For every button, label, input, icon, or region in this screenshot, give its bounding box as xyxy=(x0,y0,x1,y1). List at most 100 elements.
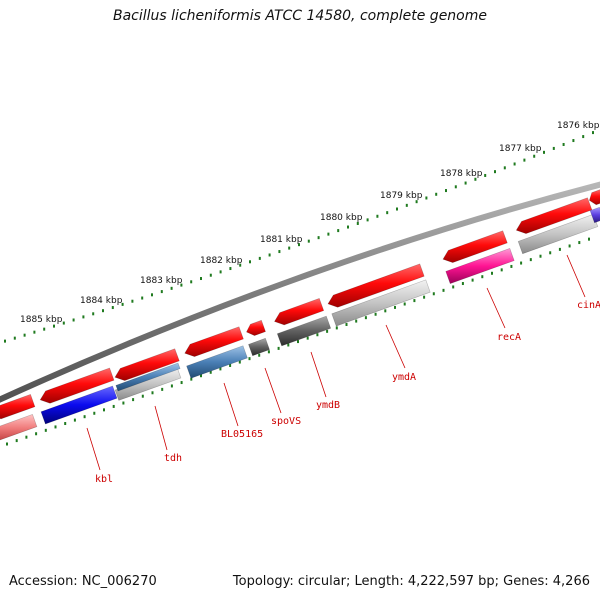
kbp-labels: 1876 kbp 1877 kbp 1878 kbp 1879 kbp 1880… xyxy=(20,121,600,325)
inner-tick-dot xyxy=(500,268,503,272)
tick-dot xyxy=(209,273,212,277)
gene-arrow-top-3 xyxy=(114,348,180,381)
inner-tick-dot xyxy=(190,377,193,381)
inner-tick-dot xyxy=(364,316,367,320)
tick-dot xyxy=(151,293,153,297)
inner-tick-dot xyxy=(558,247,561,251)
inner-tick-dot xyxy=(471,278,474,282)
kbp-label-1883: 1883 kbp xyxy=(140,276,183,286)
inner-tick-dot xyxy=(394,305,396,309)
inner-tick-dot xyxy=(200,374,202,378)
tick-dot xyxy=(405,203,408,207)
inner-tick-dot xyxy=(161,387,164,391)
tick-dot xyxy=(82,315,85,319)
inner-tick-dot xyxy=(141,394,144,398)
tick-dot xyxy=(102,309,104,313)
tick-dot xyxy=(425,196,428,200)
inner-tick-dot xyxy=(122,401,125,405)
tick-dot xyxy=(484,173,487,177)
inner-tick-dot xyxy=(112,404,115,408)
inner-tick-dot xyxy=(25,435,28,439)
tick-dot xyxy=(435,192,438,196)
tick-dot xyxy=(92,312,95,316)
gene-label-ymda: ymdA xyxy=(392,372,416,383)
inner-tick-dot xyxy=(151,391,154,395)
tick-dot xyxy=(523,158,526,162)
inner-tick-dot xyxy=(297,340,299,344)
tick-dot xyxy=(43,327,46,331)
gene-block-spovs xyxy=(248,337,270,357)
tick-dot xyxy=(356,221,359,225)
tick-dot xyxy=(111,306,114,310)
inner-tick-dot xyxy=(132,398,135,402)
gene-label-bl05165: BL05165 xyxy=(221,429,263,440)
tick-dot xyxy=(366,218,369,222)
inner-tick-dot xyxy=(15,439,18,443)
tick-dot xyxy=(268,253,271,257)
map-title: Bacillus licheniformis ATCC 14580, compl… xyxy=(113,8,487,24)
tick-dot xyxy=(347,225,349,229)
leader-line-1 xyxy=(154,405,168,451)
inner-tick-dot xyxy=(403,302,406,306)
topology-text: Topology: circular; Length: 4,222,597 bp… xyxy=(232,574,590,589)
tick-dot xyxy=(278,250,281,254)
inner-tick-dot xyxy=(238,360,241,364)
tick-dot xyxy=(249,260,251,264)
gene-block-reca xyxy=(445,248,515,284)
tick-dot xyxy=(327,232,330,236)
gene-arrow-top-4 xyxy=(184,326,244,357)
accession-text: Accession: NC_006270 xyxy=(9,574,157,589)
tick-dot xyxy=(415,200,418,204)
kbp-label-1882: 1882 kbp xyxy=(200,256,243,266)
tick-dot xyxy=(592,131,594,135)
tick-dot xyxy=(337,229,340,233)
inner-tick-dot xyxy=(345,322,348,326)
inner-tick-dot xyxy=(481,275,484,279)
tick-dot xyxy=(562,142,565,146)
tick-dot xyxy=(23,333,26,337)
leader-line-2 xyxy=(223,382,239,427)
inner-tick-dot xyxy=(510,264,513,268)
tick-dot xyxy=(180,283,183,287)
inner-tick-dot xyxy=(355,319,358,323)
inner-tick-dot xyxy=(316,333,319,337)
gene-label-leaders xyxy=(86,254,586,471)
tick-dot xyxy=(288,246,291,250)
gene-labels: kbl tdh BL05165 spoVS ymdB ymdA recA cin… xyxy=(95,300,600,485)
tick-dot xyxy=(200,277,202,281)
backbone-band xyxy=(0,181,600,403)
genome-backbone xyxy=(0,181,600,403)
tick-dot xyxy=(386,211,389,215)
tick-dot xyxy=(317,236,320,240)
tick-dot xyxy=(219,270,222,274)
inner-tick-dot xyxy=(413,299,416,303)
tick-dot xyxy=(258,256,261,260)
gene-arrow-top-9 xyxy=(515,197,593,234)
gene-block-tdh-top xyxy=(115,362,181,392)
inner-tick-dot xyxy=(578,241,581,245)
inner-tick-dot xyxy=(44,428,47,432)
gene-block-kbl-partner xyxy=(0,414,38,441)
tick-dot xyxy=(33,330,36,334)
gene-label-tdh: tdh xyxy=(164,453,182,464)
tick-dot xyxy=(229,267,232,271)
tick-dot xyxy=(190,280,193,284)
kbp-label-1878: 1878 kbp xyxy=(440,169,483,179)
inner-tick-dot xyxy=(287,343,290,347)
leader-line-6 xyxy=(486,287,506,329)
gene-arrow-top-2 xyxy=(39,367,115,404)
leader-line-4 xyxy=(310,351,327,398)
kbp-label-1880: 1880 kbp xyxy=(320,213,363,223)
inner-tick-dot xyxy=(461,282,464,286)
inner-tick-dot xyxy=(335,326,338,330)
inner-tick-dot xyxy=(549,251,552,255)
gene-block-ymda xyxy=(331,279,431,327)
inner-tick-dot xyxy=(229,363,232,367)
tick-dot xyxy=(513,162,516,166)
tick-dot xyxy=(494,170,496,174)
tick-dot xyxy=(62,321,65,325)
gene-arrow-top-6 xyxy=(274,298,325,326)
tick-dot xyxy=(160,290,163,294)
gene-label-kbl: kbl xyxy=(95,474,113,485)
